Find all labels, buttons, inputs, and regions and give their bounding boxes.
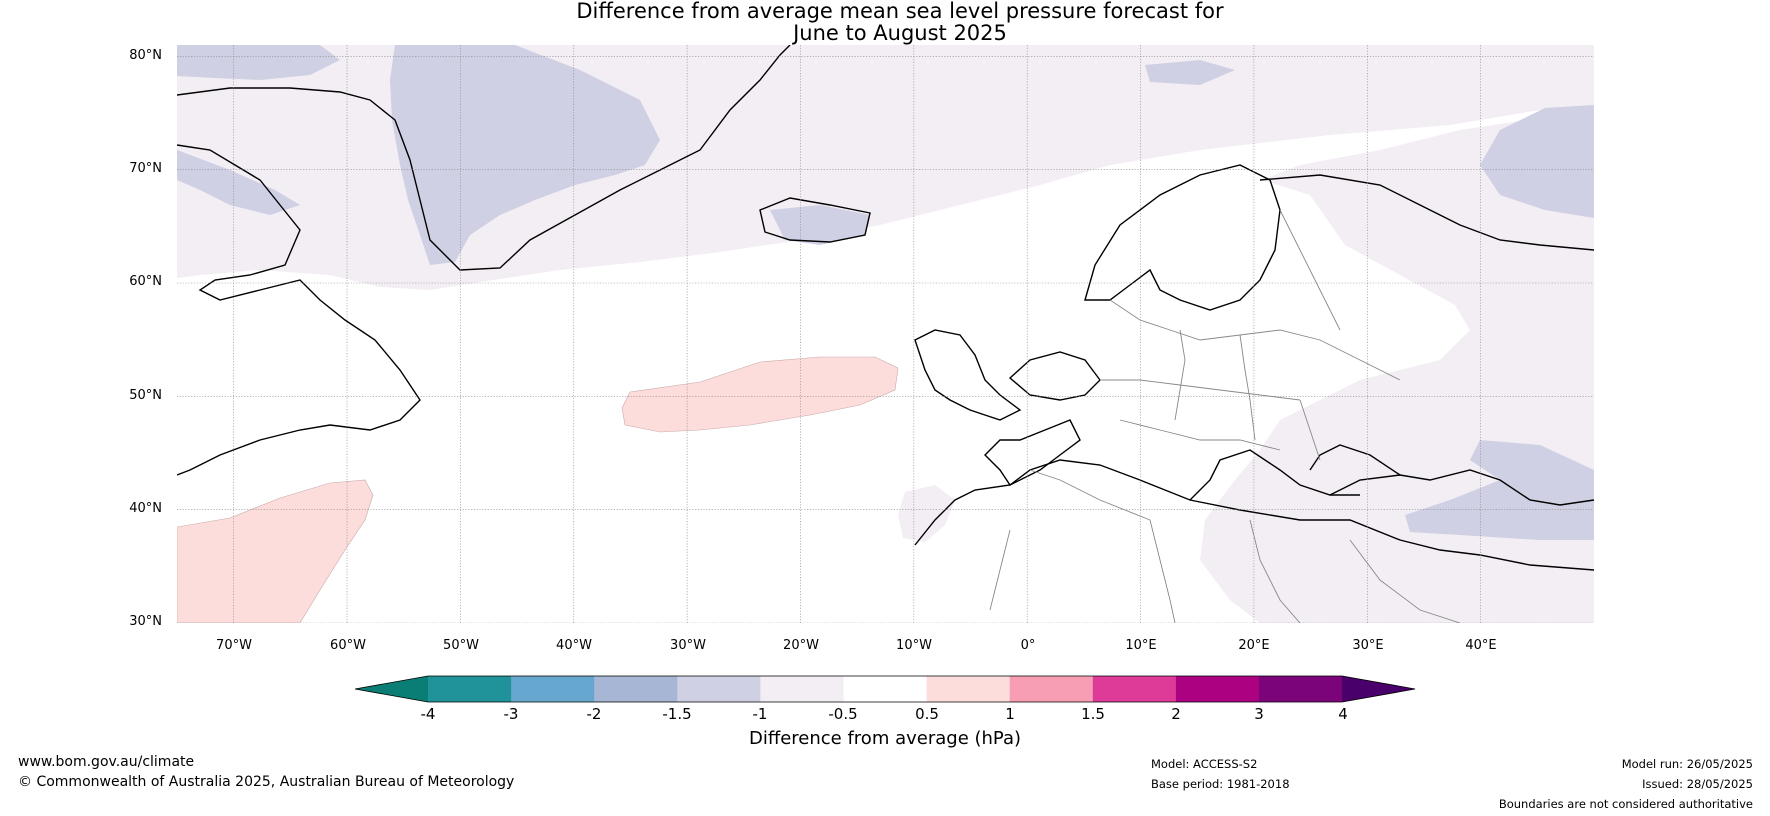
lon-label-40w: 40°W xyxy=(556,638,592,653)
colorbar-tick: -1 xyxy=(752,705,768,723)
colorbar-swatch xyxy=(594,676,678,702)
colorbar-swatch xyxy=(760,676,844,702)
lon-label-20w: 20°W xyxy=(783,638,819,653)
colorbar-tick: 1 xyxy=(1005,705,1015,723)
map-title-line2: June to August 2025 xyxy=(793,21,1007,45)
lon-label-50w: 50°W xyxy=(443,638,479,653)
lat-label-40n: 40°N xyxy=(129,501,162,516)
footer-copyright: © Commonwealth of Australia 2025, Austra… xyxy=(18,774,515,790)
graticule xyxy=(177,45,1594,623)
lon-label-40e: 40°E xyxy=(1465,638,1497,653)
lon-label-20e: 20°E xyxy=(1238,638,1270,653)
lat-label-80n: 80°N xyxy=(129,48,162,63)
lat-label-30n: 30°N xyxy=(129,614,162,629)
colorbar-tick: 2 xyxy=(1171,705,1181,723)
lon-label-30w: 30°W xyxy=(670,638,706,653)
colorbar-tick: 3 xyxy=(1254,705,1264,723)
colorbar-extend-max xyxy=(1342,676,1416,702)
anomaly-region-arctic-west xyxy=(177,45,340,80)
colorbar-extend-min xyxy=(355,676,428,702)
colorbar-label: Difference from average (hPa) xyxy=(748,728,1022,749)
colorbar-swatch xyxy=(428,676,512,702)
colorbar-swatch xyxy=(511,676,595,702)
colorbar-tick: 1.5 xyxy=(1081,705,1105,723)
anomaly-region-greenland xyxy=(390,45,660,265)
anomaly-region-mid-atlantic xyxy=(621,356,899,433)
colorbar-swatch xyxy=(1259,676,1343,702)
anomaly-region-iberia xyxy=(898,485,955,542)
lat-label-60n: 60°N xyxy=(129,274,162,289)
footer-website: www.bom.gov.au/climate xyxy=(18,754,195,770)
lon-label-10w: 10°W xyxy=(896,638,932,653)
colorbar-swatch xyxy=(843,676,928,702)
colorbar-tick: 0.5 xyxy=(915,705,939,723)
colorbar-swatch xyxy=(926,676,1011,702)
colorbar-tick: -1.5 xyxy=(662,705,692,723)
lon-label-10e: 10°E xyxy=(1125,638,1157,653)
colorbar-tick: -2 xyxy=(586,705,602,723)
colorbar-tick: 4 xyxy=(1338,705,1348,723)
map-panel xyxy=(177,45,1594,623)
anomaly-region-subtropical-west xyxy=(177,479,374,623)
anomaly-region-caspian xyxy=(1405,440,1594,540)
lon-label-30e: 30°E xyxy=(1352,638,1384,653)
coastlines xyxy=(177,45,1594,571)
colorbar-tick: -0.5 xyxy=(828,705,858,723)
lat-label-50n: 50°N xyxy=(129,388,162,403)
footer-issued: Issued: 28/05/2025 xyxy=(1642,777,1753,791)
colorbar-swatch xyxy=(1175,676,1260,702)
anomaly-region-barents xyxy=(1480,105,1594,218)
colorbar-outline xyxy=(354,675,1416,703)
anomaly-region-iceland xyxy=(770,205,870,245)
footer-model-run: Model run: 26/05/2025 xyxy=(1621,757,1753,771)
colorbar xyxy=(354,675,1416,703)
lon-label-0: 0° xyxy=(1020,638,1036,653)
colorbar-swatch xyxy=(677,676,761,702)
colorbar-tick: -3 xyxy=(503,705,519,723)
lon-label-60w: 60°W xyxy=(330,638,366,653)
lat-label-70n: 70°N xyxy=(129,161,162,176)
anomaly-region-baffin xyxy=(177,150,300,215)
footer-base-period: Base period: 1981-2018 xyxy=(1151,777,1290,791)
footer-disclaimer: Boundaries are not considered authoritat… xyxy=(1498,797,1753,811)
anomaly-region-svalbard xyxy=(1145,60,1235,85)
map-title-line1: Difference from average mean sea level p… xyxy=(576,0,1224,23)
footer-model: Model: ACCESS-S2 xyxy=(1151,757,1258,771)
colorbar-tick: -4 xyxy=(420,705,436,723)
colorbar-swatch xyxy=(1009,676,1094,702)
lon-label-70w: 70°W xyxy=(216,638,252,653)
colorbar-swatch xyxy=(1092,676,1177,702)
country-boundaries xyxy=(989,209,1461,623)
